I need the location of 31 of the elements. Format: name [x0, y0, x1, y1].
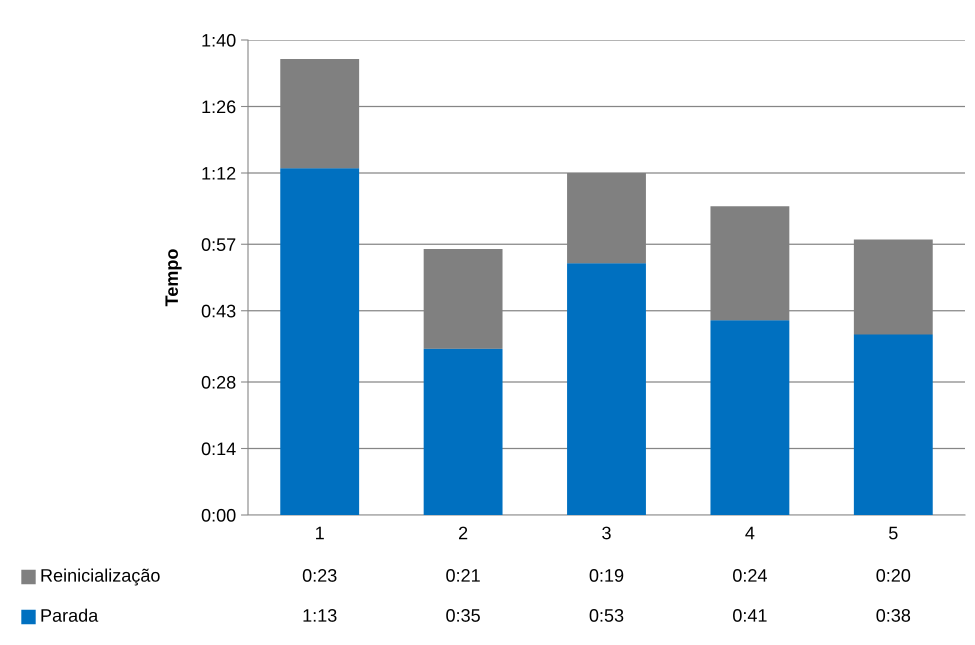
- x-tick-label: 4: [745, 526, 754, 540]
- legend-label: Parada: [41, 608, 98, 622]
- legend-label: Reinicialização: [41, 568, 160, 586]
- x-tick-label: 1: [316, 526, 324, 540]
- x-tick-label: 2: [458, 526, 468, 540]
- data-label: 0:19: [590, 569, 624, 582]
- data-label: 0:38: [876, 609, 910, 622]
- x-tick-label: 5: [889, 526, 898, 540]
- bar: [424, 348, 503, 515]
- y-tick-label: 1:12: [202, 166, 236, 180]
- x-tick-label: 3: [602, 526, 611, 540]
- y-tick-label: 0:14: [202, 442, 236, 456]
- bar: [854, 334, 933, 515]
- y-tick-label: 0:57: [202, 238, 236, 251]
- data-label: 0:20: [876, 569, 910, 582]
- data-label: 0:41: [733, 609, 767, 622]
- data-label: 0:21: [446, 569, 480, 582]
- y-axis-title: Tempo: [165, 249, 182, 306]
- data-label: 0:24: [733, 569, 767, 582]
- bar: [710, 320, 790, 515]
- y-tick-label: 0:28: [202, 376, 236, 389]
- bar: [567, 263, 646, 515]
- y-tick-label: 0:43: [202, 304, 236, 318]
- y-tick-label: 0:00: [202, 508, 236, 522]
- y-tick-label: 1:40: [202, 34, 236, 47]
- data-label: 1:13: [304, 609, 336, 622]
- bar: [280, 168, 360, 515]
- data-label: 0:35: [446, 609, 480, 622]
- data-label: 0:53: [590, 609, 624, 622]
- data-label: 0:23: [302, 569, 336, 582]
- y-tick-label: 1:26: [202, 100, 236, 114]
